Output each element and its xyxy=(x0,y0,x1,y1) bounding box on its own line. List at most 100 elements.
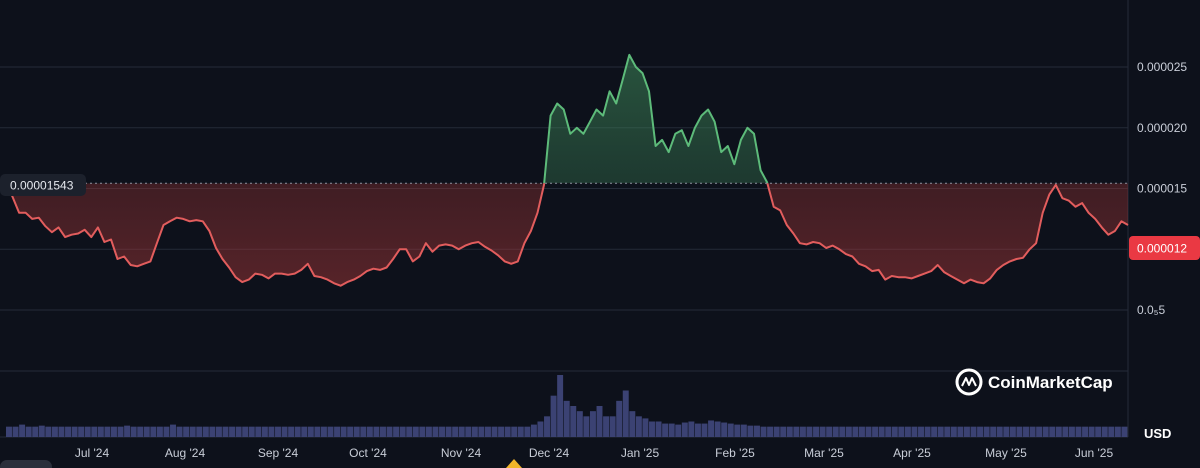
volume-bar xyxy=(32,426,39,437)
volume-bar xyxy=(589,411,596,437)
volume-bar xyxy=(1003,426,1010,437)
volume-bar xyxy=(832,426,839,437)
volume-bar xyxy=(445,426,452,437)
volume-bar xyxy=(950,426,957,437)
volume-bar xyxy=(786,426,793,437)
volume-bar xyxy=(813,426,820,437)
volume-bar xyxy=(1049,426,1056,437)
price-line-down xyxy=(5,183,1129,287)
volume-bar xyxy=(202,426,209,437)
volume-bar xyxy=(78,426,85,437)
volume-bar xyxy=(45,426,52,437)
x-tick-label: Mar '25 xyxy=(804,446,844,460)
volume-bar xyxy=(347,426,354,437)
volume-bar xyxy=(25,426,32,437)
volume-bar xyxy=(110,426,117,437)
volume-bar xyxy=(767,426,774,437)
volume-bar xyxy=(1095,426,1102,437)
volume-bar xyxy=(143,426,150,437)
volume-bar xyxy=(681,422,688,437)
volume-bar xyxy=(268,426,275,437)
volume-bar xyxy=(97,426,104,437)
volume-bar xyxy=(649,421,655,437)
volume-bar xyxy=(484,426,491,437)
volume-bar xyxy=(137,426,144,437)
volume-bar xyxy=(222,426,229,437)
volume-bar xyxy=(694,423,701,437)
volume-bar xyxy=(1055,426,1062,437)
volume-bar xyxy=(1023,426,1029,437)
x-tick-label: Jul '24 xyxy=(75,446,110,460)
volume-bar xyxy=(65,426,72,437)
y-tick-label: 0.0₅5 xyxy=(1137,303,1166,317)
volume-bar xyxy=(544,416,550,437)
volume-bar xyxy=(261,426,268,437)
volume-bar xyxy=(314,426,321,437)
volume-bar xyxy=(977,426,984,437)
x-tick-label: Jan '25 xyxy=(621,446,660,460)
y-tick-label: 0.000025 xyxy=(1137,60,1187,74)
volume-bar xyxy=(425,426,432,437)
volume-bar xyxy=(406,426,413,437)
volume-bar xyxy=(1088,426,1095,437)
volume-bar xyxy=(891,426,898,437)
volume-bar xyxy=(1042,426,1049,437)
volume-bar xyxy=(1108,426,1115,437)
price-line xyxy=(5,53,1129,287)
volume-bar xyxy=(1082,426,1089,437)
volume-bar xyxy=(563,400,570,437)
price-area-down xyxy=(6,183,1128,286)
volume-bar xyxy=(885,426,892,437)
volume-bar xyxy=(1016,426,1023,437)
volume-bar xyxy=(918,426,924,437)
brand-watermark: CoinMarketCap xyxy=(955,368,1113,396)
volume-bar xyxy=(327,426,334,437)
volume-bar xyxy=(996,426,1003,437)
volume-bar xyxy=(609,416,616,437)
volume-bar xyxy=(163,426,170,437)
volume-bar xyxy=(517,426,524,437)
price-area-up xyxy=(6,54,1128,184)
price-line-up xyxy=(5,53,769,184)
volume-bar xyxy=(334,426,341,437)
x-axis: Jul '24 Aug '24 Sep '24 Oct '24 Nov '24 Dec '… xyxy=(75,446,1114,460)
volume-bar xyxy=(209,426,216,437)
volume-bar xyxy=(550,395,557,437)
volume-bar xyxy=(281,426,288,437)
volume-bar xyxy=(1075,426,1082,437)
volume-bar xyxy=(498,426,505,437)
event-marker-icon[interactable] xyxy=(506,459,522,468)
price-area xyxy=(6,54,1128,286)
x-tick-label: Feb '25 xyxy=(715,446,755,460)
volume-bar xyxy=(799,426,806,437)
volume-bar xyxy=(320,426,327,437)
y-tick-label: 0.000015 xyxy=(1137,182,1187,196)
range-slider-track[interactable] xyxy=(0,460,52,468)
volume-bar xyxy=(747,425,754,437)
volume-bar xyxy=(275,426,281,437)
volume-bar xyxy=(366,426,373,437)
volume-bar xyxy=(465,426,472,437)
volume-bar xyxy=(6,426,12,437)
volume-bar xyxy=(642,418,649,437)
volume-bar xyxy=(1062,426,1069,437)
volume-bar xyxy=(675,424,682,437)
volume-bar xyxy=(1009,426,1016,437)
volume-bar xyxy=(104,426,111,437)
current-price-label: 0.000012 xyxy=(1137,242,1187,256)
volume-bar xyxy=(701,423,708,437)
volume-bar xyxy=(708,420,715,437)
volume-bar xyxy=(196,426,203,437)
x-tick-label: Sep '24 xyxy=(258,446,299,460)
volume-bar xyxy=(944,426,951,437)
volume-bar xyxy=(235,426,242,437)
volume-bar xyxy=(439,426,446,437)
brand-name: CoinMarketCap xyxy=(988,373,1113,392)
baseline-price-tag: 0.00001543 xyxy=(0,174,86,196)
x-tick-label: May '25 xyxy=(985,446,1027,460)
volume-bar xyxy=(1101,426,1108,437)
volume-bar xyxy=(471,426,478,437)
volume-bar xyxy=(504,426,511,437)
